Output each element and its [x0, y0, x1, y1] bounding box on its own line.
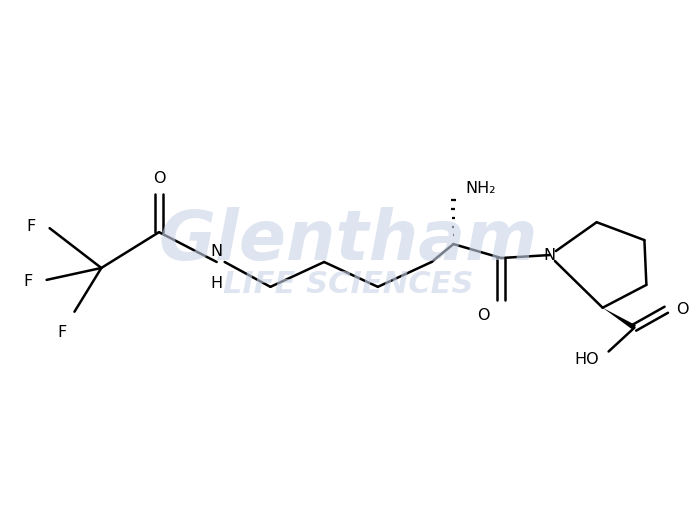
Text: N: N: [211, 244, 223, 259]
Text: LIFE SCIENCES: LIFE SCIENCES: [223, 270, 473, 300]
Text: O: O: [477, 308, 489, 323]
Text: O: O: [152, 172, 165, 186]
Text: Glentham: Glentham: [158, 206, 538, 274]
Text: F: F: [24, 275, 33, 290]
Polygon shape: [603, 308, 636, 330]
Text: NH₂: NH₂: [466, 181, 496, 197]
Text: H: H: [211, 276, 223, 291]
Text: HO: HO: [574, 352, 599, 367]
Text: F: F: [57, 324, 66, 340]
Text: F: F: [26, 219, 35, 233]
Text: O: O: [677, 302, 689, 317]
Text: N: N: [544, 248, 556, 263]
